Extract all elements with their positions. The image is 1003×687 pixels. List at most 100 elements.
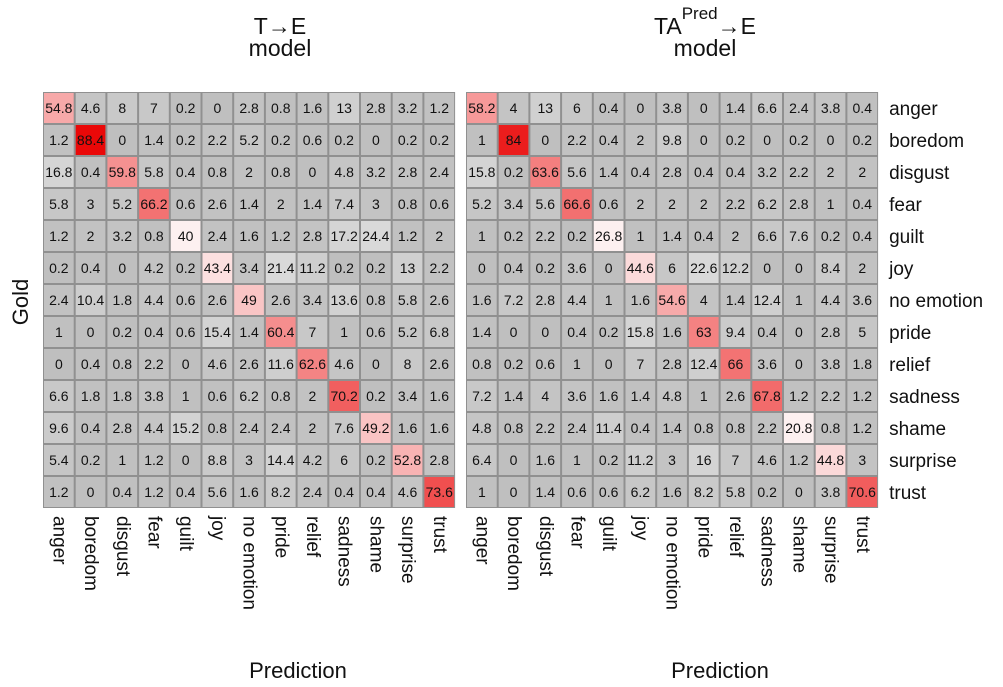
right-panel-title: TAPred→E model [654,4,756,61]
left-cell-12-9 [329,477,359,507]
left-cell-4-10 [361,221,391,251]
right-title-arrow: →E [718,13,756,39]
left-cell-10-10 [361,413,391,443]
right-x-tick-3: fear [566,516,587,549]
right-x-tick-2: disgust [535,516,556,577]
left-cell-label-5-2: 0 [118,260,126,276]
right-cell-label-3-10: 2.8 [789,196,809,212]
right-cell-label-8-8: 66 [728,356,744,372]
left-cell-label-2-0: 16.8 [45,164,72,180]
left-cell-label-10-11: 1.6 [398,420,418,436]
left-cell-1-7 [265,125,296,155]
left-cell-7-12 [424,317,455,347]
left-cell-5-7 [265,253,296,283]
left-cell-6-3 [139,285,169,315]
left-cell-0-4 [170,93,201,123]
right-cell-label-6-7: 4 [700,292,708,308]
left-cell-label-0-10: 2.8 [366,100,386,116]
right-cell-label-0-12: 0.4 [853,100,873,116]
right-cell-label-3-2: 5.6 [536,196,556,212]
left-cell-label-4-4: 40 [178,228,194,244]
right-cell-6-2 [530,285,561,315]
left-cell-label-1-1: 88.4 [77,132,104,148]
left-cell-2-3 [139,157,169,187]
right-cell-label-4-10: 7.6 [789,228,809,244]
right-cell-6-12 [847,285,878,315]
right-cell-9-7 [688,381,719,411]
left-cell-label-7-8: 7 [309,324,317,340]
right-cell-label-8-4: 0 [605,356,613,372]
right-cell-10-10 [784,413,814,443]
right-cell-label-0-4: 0.4 [599,100,619,116]
left-cell-label-3-7: 2 [277,196,285,212]
right-cell-11-7 [688,445,719,475]
right-cell-label-9-10: 1.2 [789,388,809,404]
right-cell-12-11 [815,477,846,507]
left-cell-5-10 [361,253,391,283]
left-cell-label-9-12: 1.6 [430,388,450,404]
left-cell-5-0 [44,253,74,283]
left-cell-12-0 [44,477,74,507]
right-cell-label-11-6: 3 [668,452,676,468]
right-x-tick-8: relief [725,516,746,558]
right-cell-0-7 [688,93,719,123]
right-cell-label-8-11: 3.8 [821,356,841,372]
left-cell-label-6-7: 2.6 [271,292,291,308]
left-cell-label-9-8: 2 [309,388,317,404]
left-cell-label-0-7: 0.8 [271,100,291,116]
left-cell-label-6-9: 13.6 [331,292,358,308]
right-title-ta: TA [654,13,682,39]
right-cell-label-11-2: 1.6 [536,452,556,468]
left-cell-7-1 [75,317,106,347]
right-cell-12-6 [657,477,687,507]
right-cell-7-4 [593,317,624,347]
left-cell-9-0 [44,381,74,411]
left-cell-5-6 [234,253,264,283]
left-cell-5-12 [424,253,455,283]
left-x-tick-4: guilt [175,516,196,552]
right-cell-label-4-3: 0.2 [567,228,587,244]
right-cell-3-1 [498,189,529,219]
right-cell-8-11 [815,349,846,379]
left-x-tick-9: sadness [334,516,355,587]
left-cell-0-10 [361,93,391,123]
right-cell-label-7-9: 0.4 [757,324,777,340]
right-cell-label-11-3: 1 [573,452,581,468]
left-cell-7-2 [107,317,138,347]
left-cell-4-2 [107,221,138,251]
left-cell-label-1-7: 0.2 [271,132,291,148]
left-cell-label-8-9: 4.6 [334,356,354,372]
left-cell-label-3-1: 3 [87,196,95,212]
left-cell-9-10 [361,381,391,411]
left-cell-label-1-4: 0.2 [176,132,196,148]
right-cell-label-7-0: 1.4 [472,324,492,340]
right-cell-label-3-0: 5.2 [472,196,492,212]
right-cell-11-8 [720,445,751,475]
left-cell-12-1 [75,477,106,507]
left-cell-6-1 [75,285,106,315]
right-cell-10-8 [720,413,751,443]
right-cell-3-8 [720,189,751,219]
left-cell-label-7-6: 1.4 [239,324,259,340]
left-cell-2-11 [392,157,423,187]
right-cell-12-7 [688,477,719,507]
right-cell-label-0-3: 6 [573,100,581,116]
right-cell-5-9 [752,253,782,283]
left-cell-6-2 [107,285,138,315]
left-cell-label-4-10: 24.4 [362,228,389,244]
left-cell-3-0 [44,189,74,219]
row-label-12: trust [889,483,927,504]
row-label-3: fear [889,195,922,216]
left-cell-11-4 [170,445,201,475]
left-cell-10-12 [424,413,455,443]
right-cell-4-9 [752,221,782,251]
right-cell-label-6-0: 1.6 [472,292,492,308]
left-cell-label-2-6: 2 [245,164,253,180]
left-cell-label-7-10: 0.6 [366,324,386,340]
right-cell-label-11-1: 0 [510,452,518,468]
left-x-tick-8: relief [302,516,323,558]
right-cell-label-1-6: 9.8 [662,132,682,148]
right-cell-3-6 [657,189,687,219]
right-cell-label-11-0: 6.4 [472,452,492,468]
right-cell-label-12-3: 0.6 [567,484,587,500]
